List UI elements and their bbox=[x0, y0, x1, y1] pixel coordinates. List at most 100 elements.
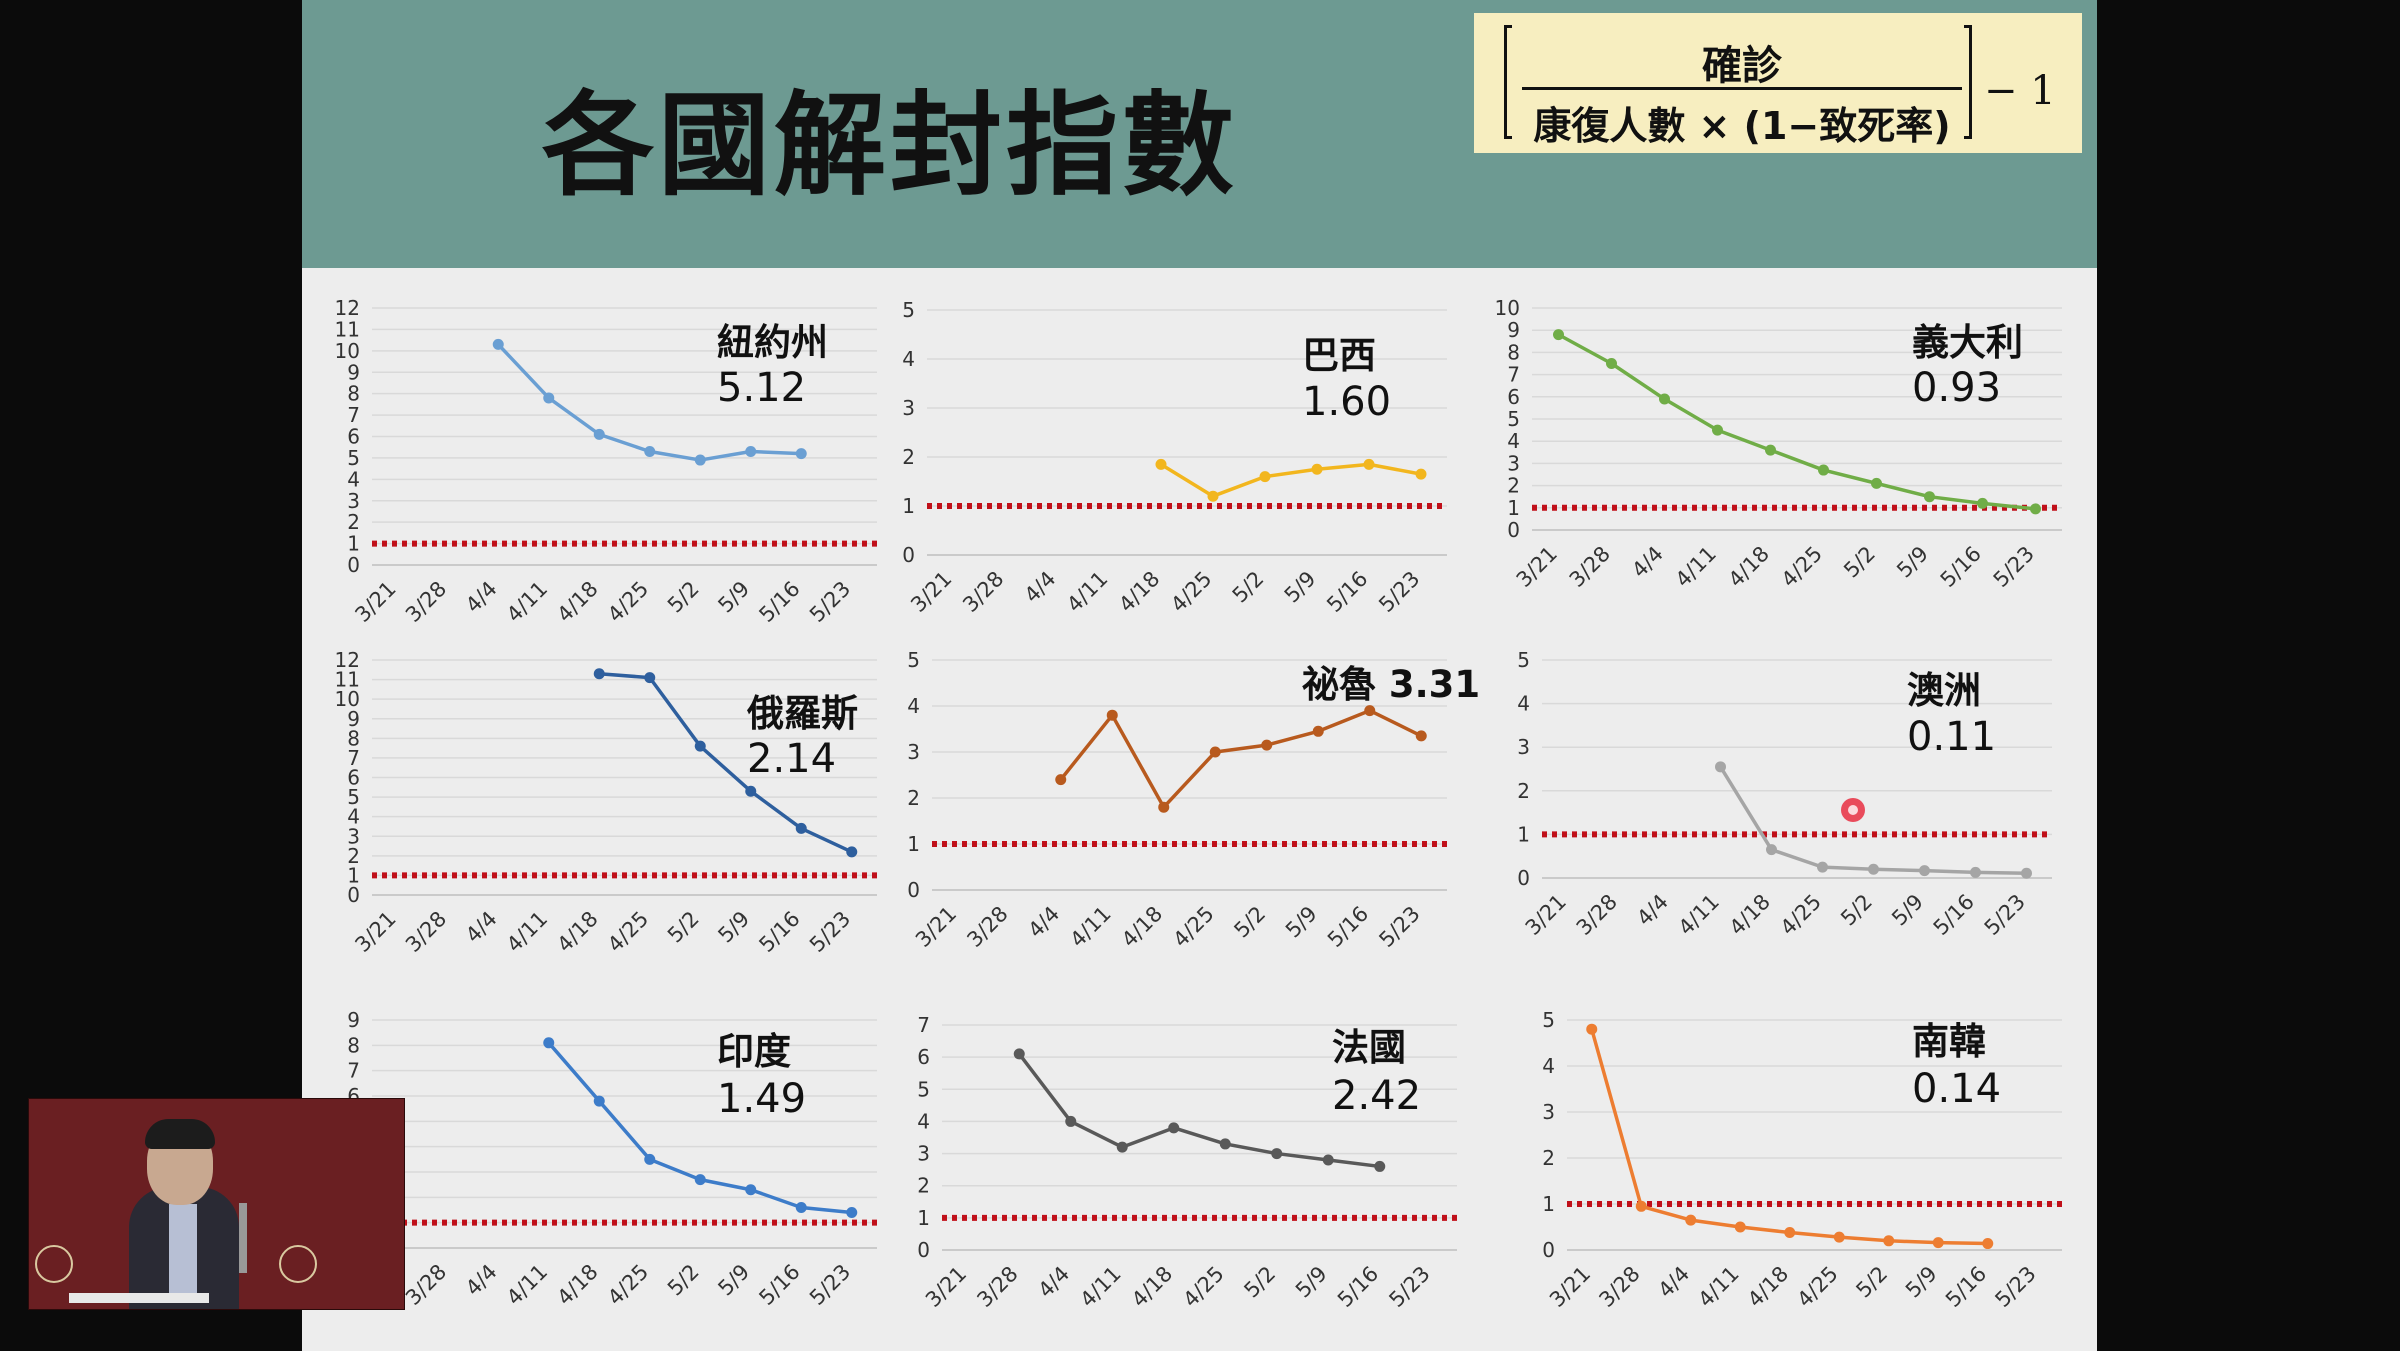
chart-panel: 0 1 2 3 4 5 3/21 3/28 4/4 4/11 4/18 4/25 5/2 5/9 5/16 5… bbox=[1542, 1008, 2062, 1312]
x-tick-label: 3/21 bbox=[1545, 1262, 1595, 1312]
data-point bbox=[1818, 464, 1829, 476]
x-tick-label: 4/25 bbox=[1776, 890, 1826, 940]
chart-panel: 0 1 2 3 4 5 3/21 3/28 4/4 4/11 4/18 4/25 5/2 5/9 5/16 5… bbox=[1517, 648, 2052, 940]
data-point bbox=[2030, 503, 2041, 515]
data-point bbox=[1209, 746, 1221, 758]
data-point bbox=[1312, 725, 1324, 737]
y-tick-label: 5 bbox=[1542, 1008, 1555, 1032]
x-tick-label: 5/9 bbox=[1281, 902, 1322, 943]
x-tick-label: 4/11 bbox=[1671, 542, 1721, 592]
formula-fraction-bar bbox=[1522, 87, 1962, 90]
y-tick-label: 1 bbox=[902, 494, 915, 518]
y-tick-label: 3 bbox=[907, 740, 920, 764]
x-tick-label: 5/9 bbox=[713, 907, 754, 948]
data-point bbox=[1155, 458, 1167, 470]
data-point bbox=[795, 448, 807, 460]
x-tick-label: 5/23 bbox=[805, 577, 855, 627]
data-point bbox=[1765, 444, 1776, 456]
x-tick-label: 5/9 bbox=[1901, 1262, 1942, 1303]
country-name-label: 法國 bbox=[1332, 1026, 1406, 1069]
y-tick-label: 5 bbox=[1517, 648, 1530, 672]
y-tick-label: 0 bbox=[347, 883, 360, 907]
x-tick-label: 4/25 bbox=[1777, 542, 1827, 592]
formula-bracket-right bbox=[1964, 25, 1972, 139]
data-point bbox=[1883, 1235, 1895, 1247]
data-point bbox=[593, 1095, 605, 1107]
x-tick-label: 4/18 bbox=[1725, 890, 1775, 940]
x-tick-label: 4/11 bbox=[1062, 567, 1112, 617]
data-point bbox=[1606, 358, 1617, 369]
index-value-label: 0.11 bbox=[1907, 714, 1996, 760]
index-value-label: 0.14 bbox=[1912, 1066, 2001, 1112]
data-point bbox=[846, 846, 858, 858]
x-tick-label: 5/2 bbox=[663, 577, 704, 618]
data-point bbox=[1970, 866, 1981, 878]
y-tick-label: 4 bbox=[1507, 429, 1520, 453]
x-tick-label: 5/2 bbox=[1239, 1262, 1280, 1303]
data-point bbox=[694, 454, 706, 466]
data-point bbox=[1817, 861, 1828, 873]
data-point bbox=[694, 740, 706, 752]
data-point bbox=[694, 1174, 706, 1186]
y-tick-label: 0 bbox=[1507, 518, 1520, 542]
data-point bbox=[1219, 1138, 1231, 1150]
x-tick-label: 4/25 bbox=[1792, 1262, 1842, 1312]
x-tick-label: 5/9 bbox=[1887, 890, 1928, 931]
x-tick-label: 5/23 bbox=[1980, 890, 2030, 940]
y-tick-label: 3 bbox=[917, 1142, 930, 1166]
x-tick-label: 5/16 bbox=[1941, 1262, 1991, 1312]
x-tick-label: 5/23 bbox=[805, 1260, 855, 1310]
y-tick-label: 4 bbox=[917, 1109, 930, 1133]
x-tick-label: 4/18 bbox=[1743, 1262, 1793, 1312]
y-tick-label: 5 bbox=[347, 446, 360, 470]
x-tick-label: 5/23 bbox=[1374, 902, 1424, 952]
laser-pointer-center bbox=[1848, 805, 1858, 815]
data-point bbox=[1833, 1231, 1845, 1243]
data-point bbox=[492, 338, 504, 350]
index-value-label: 2.42 bbox=[1332, 1073, 1421, 1119]
x-tick-label: 4/18 bbox=[1114, 567, 1164, 617]
y-tick-label: 3 bbox=[902, 396, 915, 420]
data-point bbox=[1415, 730, 1427, 742]
x-tick-label: 5/2 bbox=[663, 907, 704, 948]
data-point bbox=[1168, 1122, 1180, 1134]
chart-panel: 01234567893/213/284/44/114/184/255/25/95… bbox=[347, 1008, 877, 1310]
y-tick-label: 0 bbox=[1542, 1238, 1555, 1262]
x-tick-label: 5/9 bbox=[1280, 567, 1321, 608]
chart-panel: 0 1 2 3 4 5 6 7 3/21 3/28 4/4 4/11 4/18 4/25 5/2 5/9 5/1… bbox=[917, 1013, 1457, 1312]
country-name-label: 紐約州 bbox=[717, 321, 828, 364]
data-point bbox=[795, 822, 807, 834]
data-point bbox=[1055, 774, 1067, 786]
y-tick-label: 1 bbox=[1542, 1192, 1555, 1216]
data-point bbox=[745, 785, 757, 797]
x-tick-label: 5/2 bbox=[1228, 567, 1269, 608]
y-tick-label: 0 bbox=[347, 553, 360, 577]
university-seal-left bbox=[35, 1245, 73, 1283]
country-name-label: 祕魯 3.31 bbox=[1302, 663, 1480, 706]
data-point bbox=[1715, 761, 1726, 773]
y-tick-label: 4 bbox=[1542, 1054, 1555, 1078]
x-tick-label: 5/23 bbox=[1374, 567, 1424, 617]
formula-exponent: − 1 bbox=[1984, 68, 2056, 114]
y-tick-label: 5 bbox=[1507, 407, 1520, 431]
x-tick-label: 3/28 bbox=[1594, 1262, 1644, 1312]
data-point bbox=[543, 392, 555, 404]
university-seal-right bbox=[279, 1245, 317, 1283]
y-tick-label: 7 bbox=[917, 1013, 930, 1037]
data-point bbox=[1977, 497, 1988, 509]
y-tick-label: 4 bbox=[347, 467, 360, 491]
x-tick-label: 5/9 bbox=[713, 1260, 754, 1301]
data-point bbox=[1553, 329, 1564, 341]
x-tick-label: 4/25 bbox=[1166, 567, 1216, 617]
x-tick-label: 5/16 bbox=[1929, 890, 1979, 940]
data-point bbox=[1784, 1227, 1796, 1239]
y-tick-label: 0 bbox=[907, 878, 920, 902]
data-point bbox=[1013, 1048, 1025, 1060]
y-tick-label: 8 bbox=[1507, 340, 1520, 364]
y-tick-label: 9 bbox=[347, 1008, 360, 1032]
y-tick-label: 2 bbox=[907, 786, 920, 810]
y-tick-label: 9 bbox=[1507, 318, 1520, 342]
y-tick-label: 7 bbox=[347, 403, 360, 427]
